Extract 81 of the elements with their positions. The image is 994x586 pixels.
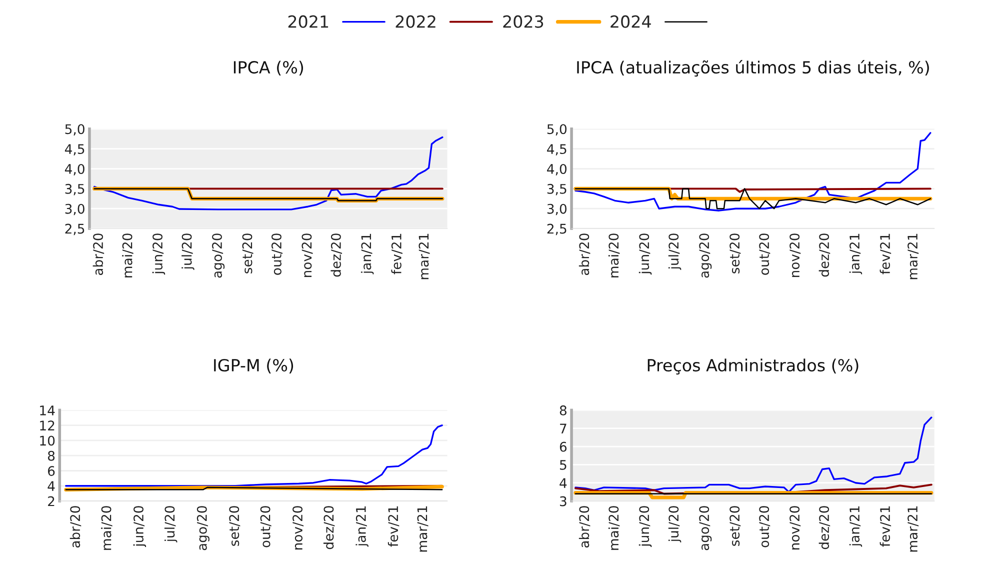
legend-label: 2024 [610, 15, 651, 28]
x-tick-label: out/20 [759, 506, 770, 548]
x-tick-label: mar/21 [418, 234, 430, 280]
y-tick-label: 2,5 [547, 224, 566, 236]
y-tick-label: 3,5 [547, 184, 566, 196]
x-tick-label: mai/20 [608, 506, 620, 550]
x-tick-label: jul/20 [182, 234, 194, 270]
y-tick-label: 10 [40, 436, 55, 446]
x-tick-label: jul/20 [668, 506, 682, 542]
x-tick-label: mai/20 [101, 506, 112, 550]
y-tick-label: 2 [48, 496, 54, 506]
x-tick-label: fev/21 [880, 506, 892, 547]
x-tick-label: ago/20 [212, 234, 225, 278]
x-tick-label: nov/20 [302, 234, 313, 277]
x-tick-label: jan/21 [356, 506, 368, 547]
x-tick-label: abr/20 [578, 506, 590, 548]
x-tick-label: set/20 [730, 506, 741, 546]
y-tick-label: 6 [560, 442, 567, 452]
x-tick-label: jan/21 [360, 234, 374, 274]
y-tick-label: 5,0 [547, 124, 567, 136]
x-tick-label: abr/20 [578, 234, 590, 276]
x-tick-label: dez/20 [818, 506, 830, 550]
x-tick-label: mai/20 [122, 234, 134, 278]
y-tick-label: 4 [48, 481, 55, 491]
chart-title: IPCA (atualizações últimos 5 dias úteis, %) [577, 60, 929, 77]
x-tick-label: jun/20 [638, 234, 652, 275]
x-tick-label: abr/20 [70, 506, 82, 548]
y-tick-label: 8 [560, 405, 566, 416]
y-tick-label: 3,5 [65, 184, 84, 196]
x-tick-label: ago/20 [699, 234, 712, 278]
legend-label: 2022 [396, 15, 436, 28]
x-tick-label: fev/21 [391, 234, 402, 274]
y-tick-label: 3,0 [547, 204, 567, 216]
x-tick-label: mar/21 [908, 506, 919, 552]
x-tick-label: set/20 [730, 234, 741, 274]
y-tick-label: 3,0 [65, 204, 84, 216]
x-tick-label: out/20 [271, 234, 283, 275]
x-tick-label: out/20 [260, 506, 272, 548]
x-tick-label: out/20 [759, 234, 770, 275]
x-tick-label: jan/21 [849, 506, 862, 547]
x-tick-label: nov/20 [292, 506, 304, 550]
y-tick-label: 12 [40, 420, 54, 430]
y-tick-label: 14 [40, 406, 55, 416]
legend-label: 2021 [288, 15, 328, 28]
x-tick-label: jun/20 [638, 506, 652, 548]
x-tick-label: jul/20 [668, 234, 682, 270]
x-tick-label: jul/20 [164, 506, 178, 542]
y-tick-label: 4,0 [64, 164, 84, 176]
y-tick-label: 7 [560, 424, 566, 434]
x-tick-label: dez/20 [330, 234, 342, 277]
chart-title: Preços Administrados (%) [648, 358, 858, 375]
y-tick-label: 5 [560, 460, 566, 470]
x-tick-label: mar/21 [417, 506, 428, 552]
y-tick-label: 6 [48, 466, 55, 476]
y-tick-label: 4 [560, 478, 567, 488]
y-tick-label: 4,0 [547, 164, 567, 176]
x-tick-label: fev/21 [388, 506, 400, 547]
y-tick-label: 2,5 [65, 224, 84, 236]
x-tick-label: ago/20 [196, 506, 210, 550]
x-tick-label: mar/21 [908, 234, 919, 280]
x-tick-label: nov/20 [790, 234, 801, 277]
y-tick-label: 3 [560, 496, 566, 506]
legend-label: 2023 [503, 15, 544, 28]
y-tick-label: 8 [48, 450, 55, 461]
x-tick-label: set/20 [229, 506, 240, 546]
x-tick-label: fev/21 [880, 234, 892, 274]
x-tick-label: ago/20 [699, 506, 712, 550]
x-tick-label: dez/20 [323, 506, 335, 550]
chart-title: IGP-M (%) [214, 358, 294, 374]
x-tick-label: abr/20 [92, 234, 104, 276]
y-tick-label: 5,0 [65, 124, 84, 136]
x-tick-label: jan/21 [849, 234, 862, 274]
x-tick-label: nov/20 [790, 506, 801, 550]
x-tick-label: set/20 [242, 234, 254, 274]
x-tick-label: dez/20 [818, 234, 830, 277]
x-tick-label: jun/20 [152, 234, 166, 275]
x-tick-label: mai/20 [608, 234, 620, 278]
y-tick-label: 4,5 [547, 144, 566, 156]
y-tick-label: 4,5 [64, 144, 84, 156]
x-tick-label: jun/20 [133, 506, 146, 548]
chart-title: IPCA (%) [234, 60, 304, 76]
